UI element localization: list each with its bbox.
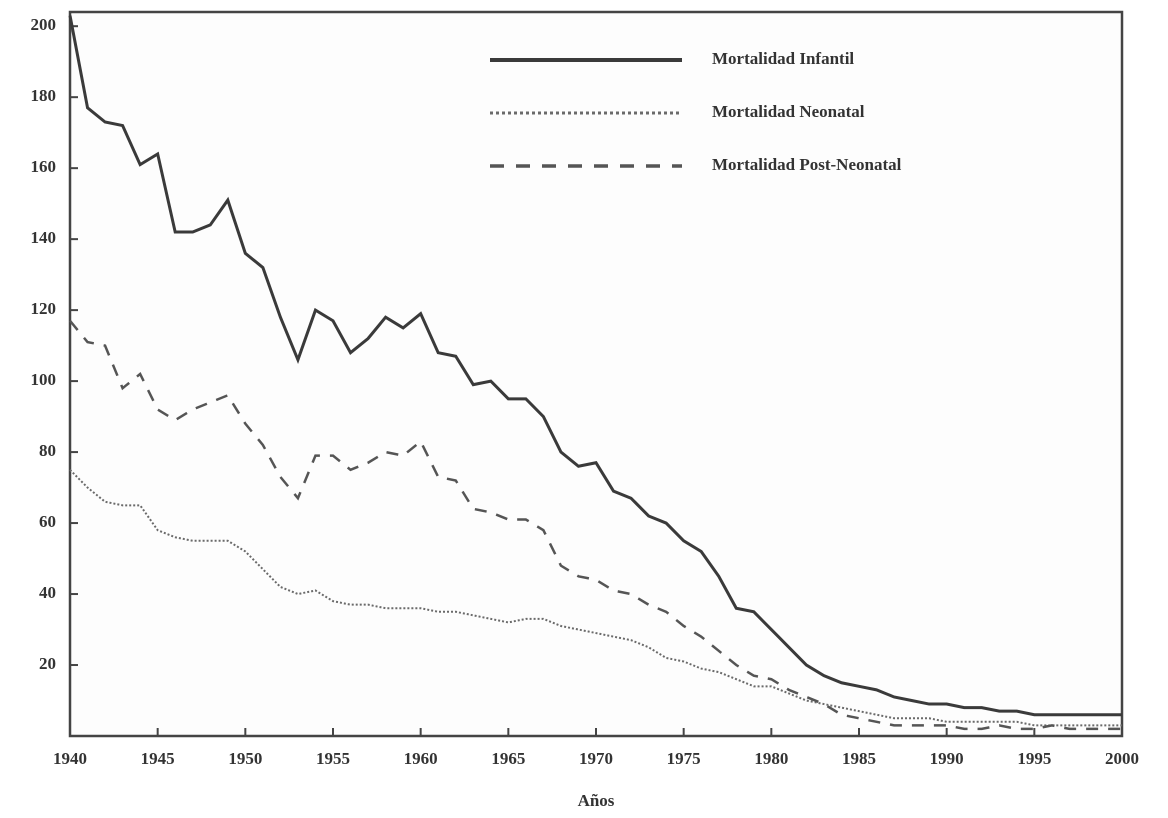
legend-label: Mortalidad Neonatal: [712, 102, 865, 121]
x-tick-label: 1970: [579, 749, 613, 768]
y-tick-label: 60: [39, 512, 56, 531]
y-tick-label: 100: [31, 370, 57, 389]
x-tick-label: 1955: [316, 749, 350, 768]
y-tick-label: 40: [39, 583, 56, 602]
x-tick-label: 1990: [930, 749, 964, 768]
x-tick-label: 1960: [404, 749, 438, 768]
legend-label: Mortalidad Infantil: [712, 49, 854, 68]
x-tick-label: 1965: [491, 749, 525, 768]
x-tick-label: 1995: [1017, 749, 1051, 768]
x-tick-label: 1980: [754, 749, 788, 768]
y-tick-label: 80: [39, 441, 56, 460]
series-line: [69, 319, 1122, 731]
x-tick-label: 1940: [53, 749, 87, 768]
series-line: [69, 469, 1122, 727]
x-tick-label: 1985: [842, 749, 876, 768]
series-line: [68, 15, 1122, 717]
x-tick-label: 2000: [1105, 749, 1139, 768]
x-tick-label: 1975: [667, 749, 701, 768]
y-tick-label: 20: [39, 654, 56, 673]
y-tick-label: 160: [31, 157, 57, 176]
y-tick-label: 200: [31, 15, 57, 34]
y-tick-label: 180: [31, 86, 57, 105]
x-tick-label: 1950: [228, 749, 262, 768]
y-tick-label: 140: [31, 228, 57, 247]
x-axis-label: Años: [578, 791, 615, 810]
legend-label: Mortalidad Post-Neonatal: [712, 155, 902, 174]
plot-frame: [68, 10, 1124, 738]
x-tick-label: 1945: [141, 749, 175, 768]
y-tick-label: 120: [31, 299, 57, 318]
